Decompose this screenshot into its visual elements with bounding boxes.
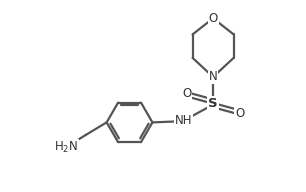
Text: H$_2$N: H$_2$N [54, 139, 78, 155]
Text: NH: NH [175, 114, 192, 127]
Text: S: S [208, 97, 218, 110]
Text: N: N [209, 70, 218, 84]
Text: O: O [235, 107, 244, 120]
Text: O: O [208, 12, 218, 25]
Text: O: O [182, 87, 191, 100]
